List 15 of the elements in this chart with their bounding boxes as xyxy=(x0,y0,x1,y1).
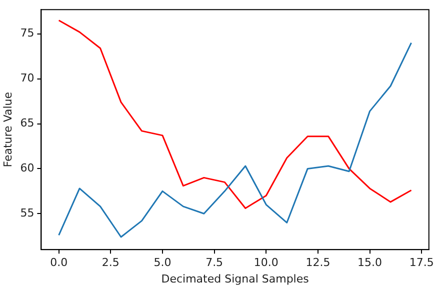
x-tick-label: 0.0 xyxy=(50,256,68,270)
y-tick-label: 60 xyxy=(20,162,34,175)
y-tick-label: 65 xyxy=(20,116,34,130)
y-axis-title: Feature Value xyxy=(1,92,14,168)
x-axis-title: Decimated Signal Samples xyxy=(161,272,310,286)
y-tick-label: 70 xyxy=(20,72,34,85)
x-tick-label: 2.5 xyxy=(102,256,120,270)
x-tick-label: 10.0 xyxy=(254,256,278,270)
x-tick-label: 15.0 xyxy=(358,256,382,270)
y-tick-label: 55 xyxy=(20,206,34,220)
x-tick-label: 7.5 xyxy=(206,256,224,270)
x-tick-label: 12.5 xyxy=(306,256,330,270)
y-tick-label: 75 xyxy=(20,26,34,40)
x-tick-label: 17.5 xyxy=(409,256,434,270)
x-tick-label: 5.0 xyxy=(154,256,172,270)
